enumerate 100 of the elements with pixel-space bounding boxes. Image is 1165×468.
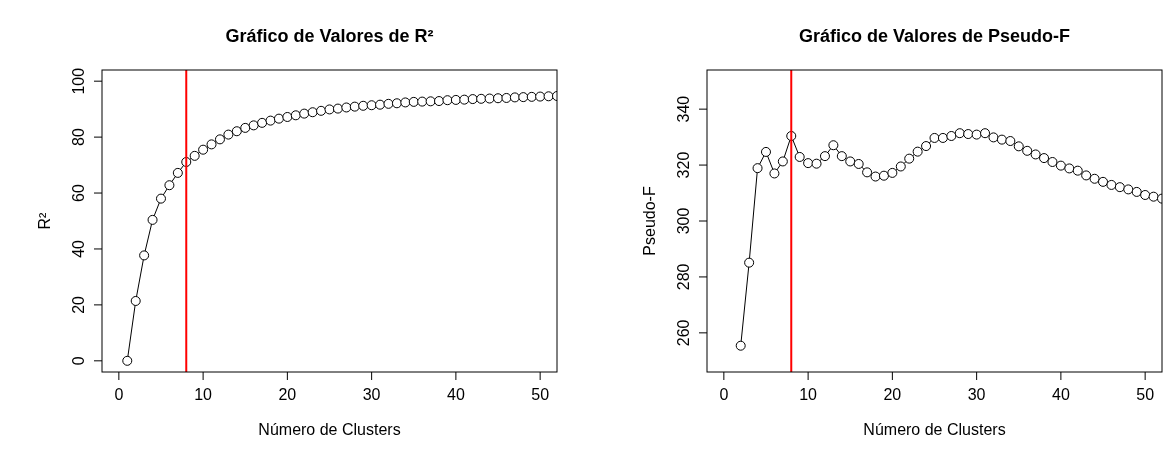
point bbox=[273, 113, 284, 124]
x-tick-label: 30 bbox=[967, 386, 986, 403]
point bbox=[836, 151, 847, 162]
point bbox=[963, 129, 974, 140]
x-tick-label: 50 bbox=[531, 386, 550, 403]
point bbox=[1131, 186, 1142, 197]
point bbox=[214, 134, 225, 145]
y-tick-label: 80 bbox=[70, 128, 87, 147]
point bbox=[794, 151, 805, 162]
point bbox=[509, 92, 520, 103]
point bbox=[408, 96, 419, 107]
point bbox=[1047, 157, 1058, 167]
y-tick-label: 260 bbox=[675, 319, 692, 347]
point bbox=[155, 193, 166, 204]
point bbox=[1030, 149, 1041, 160]
x-tick-label: 40 bbox=[1051, 386, 1070, 403]
point bbox=[803, 158, 814, 169]
point bbox=[257, 117, 268, 128]
point bbox=[819, 151, 830, 162]
point bbox=[265, 115, 276, 126]
point bbox=[1039, 153, 1050, 164]
point bbox=[971, 129, 982, 140]
point bbox=[1064, 163, 1075, 174]
point bbox=[459, 94, 470, 105]
y-tick-label: 280 bbox=[675, 263, 692, 291]
point bbox=[391, 98, 402, 109]
point bbox=[400, 97, 411, 108]
x-tick-label: 10 bbox=[194, 386, 213, 403]
y-tick-label: 0 bbox=[70, 356, 87, 366]
point bbox=[1114, 182, 1125, 193]
point bbox=[912, 146, 923, 157]
x-tick-label: 30 bbox=[362, 386, 381, 403]
chart-title: Gráfico de Valores de R² bbox=[225, 26, 434, 46]
point bbox=[1013, 141, 1024, 152]
point bbox=[164, 180, 175, 191]
y-tick-label: 340 bbox=[675, 95, 692, 123]
point bbox=[299, 108, 310, 119]
point bbox=[425, 96, 436, 107]
point bbox=[1005, 136, 1016, 147]
point bbox=[1140, 189, 1151, 200]
point bbox=[929, 132, 940, 143]
point bbox=[139, 250, 150, 261]
point bbox=[887, 167, 898, 178]
point bbox=[828, 140, 839, 151]
point bbox=[366, 100, 377, 111]
x-tick-label: 0 bbox=[114, 386, 124, 403]
point bbox=[862, 167, 873, 178]
point bbox=[307, 107, 318, 118]
point bbox=[937, 132, 948, 143]
x-tick-label: 20 bbox=[278, 386, 297, 403]
point bbox=[324, 104, 335, 115]
x-tick-label: 10 bbox=[799, 386, 818, 403]
point bbox=[467, 94, 478, 105]
point bbox=[198, 144, 209, 155]
point bbox=[240, 122, 251, 133]
point bbox=[341, 102, 352, 113]
point bbox=[417, 96, 428, 107]
point bbox=[1055, 160, 1066, 171]
point bbox=[1098, 176, 1109, 187]
point bbox=[752, 163, 763, 174]
point bbox=[878, 170, 889, 181]
point bbox=[501, 92, 512, 103]
y-axis-title: R² bbox=[36, 211, 53, 230]
point bbox=[535, 91, 546, 102]
point bbox=[811, 158, 822, 169]
x-tick-label: 0 bbox=[719, 386, 729, 403]
point bbox=[1072, 165, 1083, 176]
point bbox=[375, 99, 386, 110]
y-tick-label: 20 bbox=[70, 295, 87, 314]
point bbox=[526, 91, 537, 102]
point bbox=[122, 355, 133, 366]
point bbox=[332, 103, 343, 114]
point bbox=[476, 93, 487, 104]
point bbox=[206, 139, 217, 150]
point bbox=[383, 98, 394, 109]
point bbox=[172, 167, 183, 178]
x-axis-title: Número de Clusters bbox=[863, 421, 1006, 438]
point bbox=[954, 128, 965, 139]
point bbox=[895, 161, 906, 172]
x-axis-title: Número de Clusters bbox=[258, 421, 401, 438]
point bbox=[282, 111, 293, 122]
point bbox=[1148, 191, 1159, 202]
point bbox=[777, 156, 788, 167]
point bbox=[946, 130, 957, 141]
point bbox=[290, 110, 301, 121]
y-tick-label: 100 bbox=[70, 67, 87, 95]
point bbox=[484, 93, 495, 104]
point bbox=[760, 146, 771, 157]
y-tick-label: 40 bbox=[70, 239, 87, 258]
point bbox=[358, 100, 369, 111]
point bbox=[130, 295, 141, 306]
point bbox=[1123, 184, 1134, 195]
point bbox=[996, 134, 1007, 145]
point bbox=[1022, 145, 1033, 156]
point bbox=[223, 129, 234, 140]
point bbox=[231, 126, 242, 137]
point bbox=[147, 214, 158, 225]
point bbox=[518, 92, 529, 103]
point bbox=[853, 158, 864, 169]
y-axis-title: Pseudo-F bbox=[641, 186, 658, 256]
